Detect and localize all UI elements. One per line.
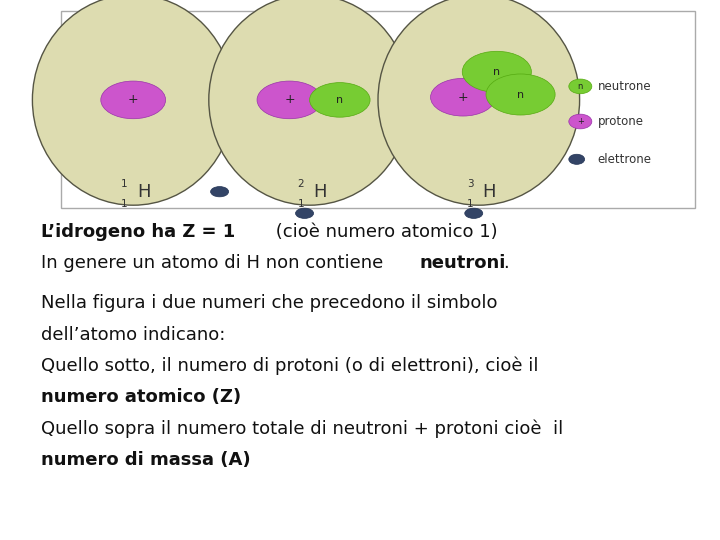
Ellipse shape [462,51,531,92]
Text: +: + [577,117,584,126]
Text: neutroni: neutroni [419,254,505,272]
Text: dell’atomo indicano:: dell’atomo indicano: [41,326,225,343]
Ellipse shape [569,154,585,164]
Text: H: H [482,183,496,201]
Ellipse shape [569,79,592,94]
FancyBboxPatch shape [61,11,695,208]
Text: H: H [313,183,327,201]
Text: Nella figura i due numeri che precedono il simbolo: Nella figura i due numeri che precedono … [41,294,498,312]
Text: protone: protone [598,115,644,128]
Text: In genere un atomo di H non contiene: In genere un atomo di H non contiene [41,254,389,272]
Text: +: + [128,93,138,106]
Text: 1: 1 [121,199,128,209]
Text: .: . [503,254,509,272]
Text: +: + [458,91,468,104]
Text: +: + [284,93,294,106]
Ellipse shape [32,0,234,205]
Text: (cioè numero atomico 1): (cioè numero atomico 1) [270,223,498,241]
Text: 3: 3 [467,179,474,189]
Ellipse shape [257,81,322,119]
Text: 1: 1 [121,179,128,189]
Text: numero di massa (A): numero di massa (A) [41,451,251,469]
Ellipse shape [378,0,580,205]
Ellipse shape [431,78,495,116]
Text: elettrone: elettrone [598,153,652,166]
Text: L’idrogeno ha Z = 1: L’idrogeno ha Z = 1 [41,223,235,241]
Text: n: n [493,67,500,77]
Ellipse shape [486,74,555,115]
Ellipse shape [569,114,592,129]
Ellipse shape [465,208,483,219]
Text: H: H [137,183,150,201]
Text: Quello sopra il numero totale di neutroni + protoni cioè  il: Quello sopra il numero totale di neutron… [41,420,563,438]
Text: numero atomico (Z): numero atomico (Z) [41,388,241,406]
Text: n: n [517,90,524,99]
Text: neutrone: neutrone [598,80,651,93]
Text: 2: 2 [300,199,302,200]
Text: 1: 1 [124,199,125,200]
Ellipse shape [209,0,410,205]
Text: n: n [577,82,583,91]
Ellipse shape [101,81,166,119]
Text: 2: 2 [297,179,305,189]
Ellipse shape [296,208,314,219]
Text: 1: 1 [467,199,474,209]
Text: 3: 3 [469,199,471,200]
Text: 1: 1 [297,199,305,209]
Text: Quello sotto, il numero di protoni (o di elettroni), cioè il: Quello sotto, il numero di protoni (o di… [41,357,539,375]
Text: n: n [336,95,343,105]
Ellipse shape [210,187,229,197]
Ellipse shape [310,83,370,117]
